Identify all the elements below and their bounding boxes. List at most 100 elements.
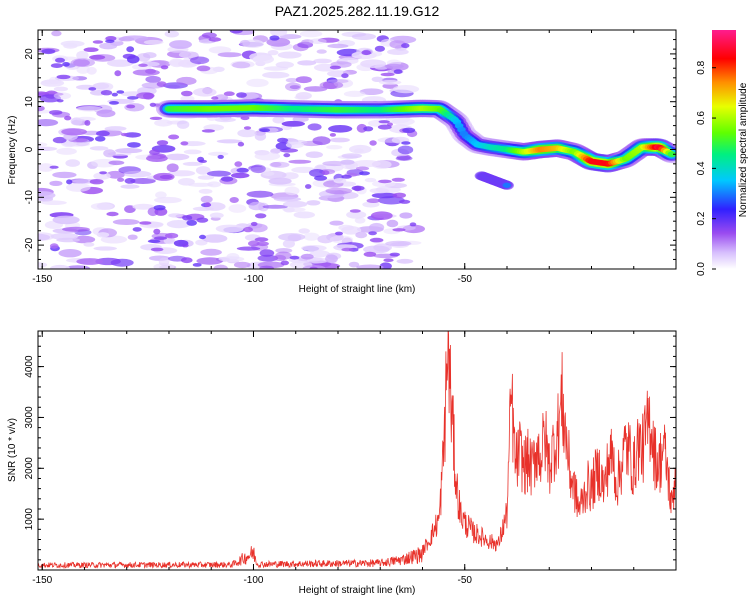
heatmap-cell: [121, 132, 128, 137]
figure-title: PAZ1.2025.282.11.19.G12: [275, 3, 440, 19]
heatmap-cell: [106, 170, 125, 179]
heatmap-cell: [76, 50, 89, 60]
heatmap-cell: [289, 255, 300, 260]
heatmap-cell: [278, 233, 306, 241]
heatmap-cell: [107, 59, 134, 67]
heatmap-cell: [150, 247, 164, 252]
snr-xlabel: Height of straight line (km): [299, 585, 416, 596]
y-tick-label: 1000: [24, 508, 35, 531]
colorbar-label: Normalized spectral amplitude: [738, 82, 749, 217]
heatmap-cell: [49, 110, 63, 115]
y-tick-label: 10: [24, 96, 35, 108]
snr-series-line: [38, 331, 676, 570]
heatmap-cell: [181, 243, 189, 248]
heatmap-cell: [401, 43, 410, 49]
heatmap-cell: [256, 241, 269, 247]
heatmap-cell: [236, 92, 247, 98]
heatmap-cell: [371, 76, 384, 83]
heatmap-cell: [147, 239, 161, 243]
heatmap-cell: [341, 226, 362, 235]
heatmap-cell: [52, 215, 80, 225]
heatmap-cell: [155, 191, 167, 199]
heatmap-cell: [56, 99, 64, 103]
heatmap-cell: [346, 210, 367, 219]
heatmap-cell: [38, 146, 58, 151]
colorbar-tick-label: 0.8: [696, 60, 707, 74]
heatmap-cell: [56, 74, 71, 80]
heatmap-cell: [368, 231, 377, 236]
heatmap-cell: [254, 132, 267, 141]
heatmap-cell: [237, 141, 245, 147]
heatmap-cell: [52, 171, 77, 179]
heatmap-cell: [106, 211, 119, 217]
heatmap-cell: [91, 158, 117, 168]
heatmap-cell: [56, 147, 77, 155]
heatmap-cell: [201, 129, 215, 133]
heatmap-cell: [223, 91, 235, 96]
heatmap-cell: [53, 92, 72, 100]
heatmap-cell: [268, 177, 292, 185]
heatmap-cell: [237, 129, 257, 138]
heatmap-cell: [83, 242, 95, 247]
heatmap-cell: [309, 169, 326, 177]
heatmap-cell: [384, 63, 404, 69]
heatmap-cell: [50, 264, 70, 269]
heatmap-cell: [146, 154, 168, 162]
heatmap-cell: [308, 38, 327, 44]
x-tick-label: -100: [243, 575, 263, 586]
heatmap-cell: [159, 174, 173, 180]
heatmap-cell: [124, 178, 136, 184]
heatmap-cell: [213, 264, 228, 269]
heatmap-cell: [277, 51, 302, 59]
heatmap-cell: [371, 192, 398, 199]
heatmap-cell: [156, 81, 167, 87]
heatmap-cell: [149, 116, 163, 120]
heatmap-cell: [373, 243, 392, 252]
heatmap-cell: [38, 233, 51, 241]
heatmap-cell: [243, 126, 252, 130]
heatmap-cell: [305, 151, 323, 158]
heatmap-cell: [169, 40, 192, 49]
heatmap-cell: [93, 172, 111, 180]
heatmap-cell: [275, 248, 293, 254]
heatmap-cell: [83, 47, 99, 52]
heatmap-cell: [197, 175, 215, 180]
heatmap-cell: [153, 228, 161, 235]
heatmap-cell: [93, 246, 117, 251]
heatmap-cell: [402, 127, 416, 133]
heatmap-cell: [70, 58, 95, 67]
heatmap-cell: [201, 32, 217, 39]
heatmap-cell: [303, 86, 328, 92]
heatmap-cell: [168, 170, 196, 177]
heatmap-cell: [95, 257, 121, 266]
heatmap-cell: [257, 254, 279, 262]
heatmap-cell: [283, 153, 291, 158]
heatmap-cell: [298, 228, 311, 234]
heatmap-cell: [116, 90, 125, 94]
heatmap-cell: [126, 46, 135, 53]
heatmap-cell: [182, 215, 193, 221]
heatmap-cell: [104, 126, 127, 132]
heatmap-cell: [348, 261, 360, 268]
heatmap-cell: [356, 264, 384, 269]
heatmap-cell: [273, 254, 286, 262]
heatmap-cell: [89, 179, 104, 185]
heatmap-cell: [62, 62, 70, 67]
heatmap-cell: [41, 48, 56, 55]
heatmap-cell: [243, 226, 254, 233]
heatmap-cell: [92, 82, 110, 90]
snr-panel: -150 -100 -50 1000 2000 3000 4000 Height of st…: [7, 330, 677, 596]
heatmap-cell: [409, 222, 417, 227]
heatmap-cell: [335, 231, 343, 236]
heatmap-cell: [391, 117, 415, 126]
heatmap-xlabel: Height of straight line (km): [299, 284, 416, 295]
heatmap-cell: [143, 39, 164, 45]
heatmap-cell: [374, 45, 385, 52]
heatmap-cell: [392, 85, 420, 94]
heatmap-cell: [246, 78, 269, 88]
heatmap-cell: [55, 57, 65, 63]
heatmap-cell: [75, 116, 96, 122]
heatmap-cell: [38, 142, 48, 147]
heatmap-cell: [49, 243, 59, 249]
